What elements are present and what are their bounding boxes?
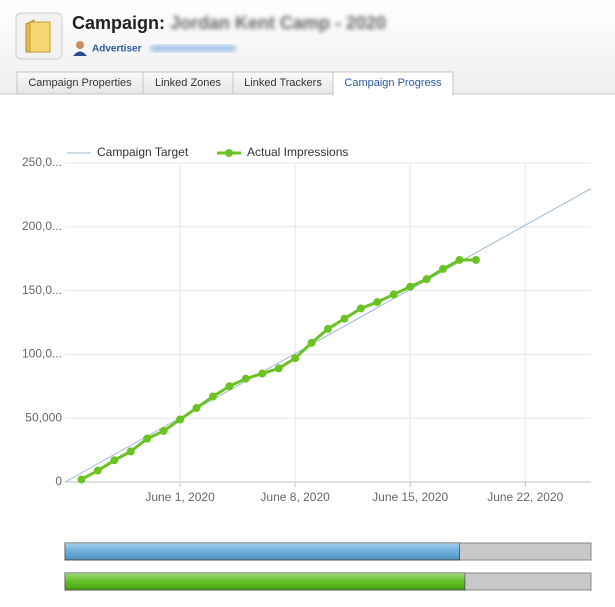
data-point: [110, 456, 119, 465]
advertiser-name-blurred: [150, 45, 236, 52]
data-point: [143, 434, 152, 443]
data-point: [324, 324, 332, 333]
data-point: [274, 364, 283, 373]
data-point: [77, 475, 86, 484]
y-tick-label: 150,0...: [22, 283, 62, 297]
data-point: [455, 255, 464, 264]
y-tick-label: 250,0...: [22, 155, 62, 169]
data-point: [176, 415, 185, 424]
progress-sheen: [65, 543, 460, 560]
data-point: [241, 374, 250, 383]
data-point: [192, 403, 201, 412]
y-tick-label: 100,0...: [22, 347, 62, 361]
tab-label[interactable]: Linked Trackers: [244, 77, 322, 89]
data-point: [93, 466, 102, 475]
advertiser-link[interactable]: Advertiser: [92, 44, 142, 55]
data-point: [159, 426, 168, 435]
x-tick-label: June 1, 2020: [145, 490, 215, 504]
data-point: [356, 304, 365, 313]
data-point: [208, 392, 217, 401]
data-point: [471, 255, 480, 264]
progress-sheen: [65, 573, 465, 590]
legend-marker: [225, 149, 233, 157]
x-tick-label: June 8, 2020: [260, 490, 330, 504]
data-point: [225, 382, 234, 391]
y-tick-label: 0: [55, 474, 62, 488]
x-tick-label: June 22, 2020: [487, 490, 563, 504]
series-line: [64, 188, 592, 483]
title: Campaign:: [72, 13, 165, 33]
data-point: [439, 264, 448, 273]
tab-label[interactable]: Campaign Properties: [28, 77, 132, 89]
data-point: [406, 282, 415, 291]
data-point: [307, 338, 316, 347]
tab-label[interactable]: Campaign Progress: [344, 77, 442, 89]
tabs: Campaign Properties Linked Zones Linked Tr…: [16, 71, 454, 96]
data-point: [373, 298, 382, 307]
chart: 0 50,000 100,0... 150,0... 200,0... 250,0... J…: [22, 145, 592, 591]
campaign-icon: [15, 12, 63, 60]
y-tick-label: 200,0...: [22, 219, 62, 233]
data-point: [422, 275, 431, 284]
active-tab-cover: [333, 93, 453, 96]
data-point: [340, 314, 349, 323]
content-bg: [0, 94, 615, 607]
y-tick-label: 50,000: [25, 410, 62, 424]
legend-label: Campaign Target: [97, 145, 189, 159]
x-tick-label: June 15, 2020: [372, 490, 448, 504]
data-point: [258, 369, 267, 378]
advertiser-icon: [73, 41, 87, 56]
data-point: [389, 290, 398, 299]
campaign-name: Jordan Kent Camp - 2020: [170, 13, 386, 33]
tab-label[interactable]: Linked Zones: [155, 77, 222, 89]
data-point: [291, 354, 300, 363]
data-point: [126, 447, 135, 456]
legend-label: Actual Impressions: [247, 145, 348, 159]
